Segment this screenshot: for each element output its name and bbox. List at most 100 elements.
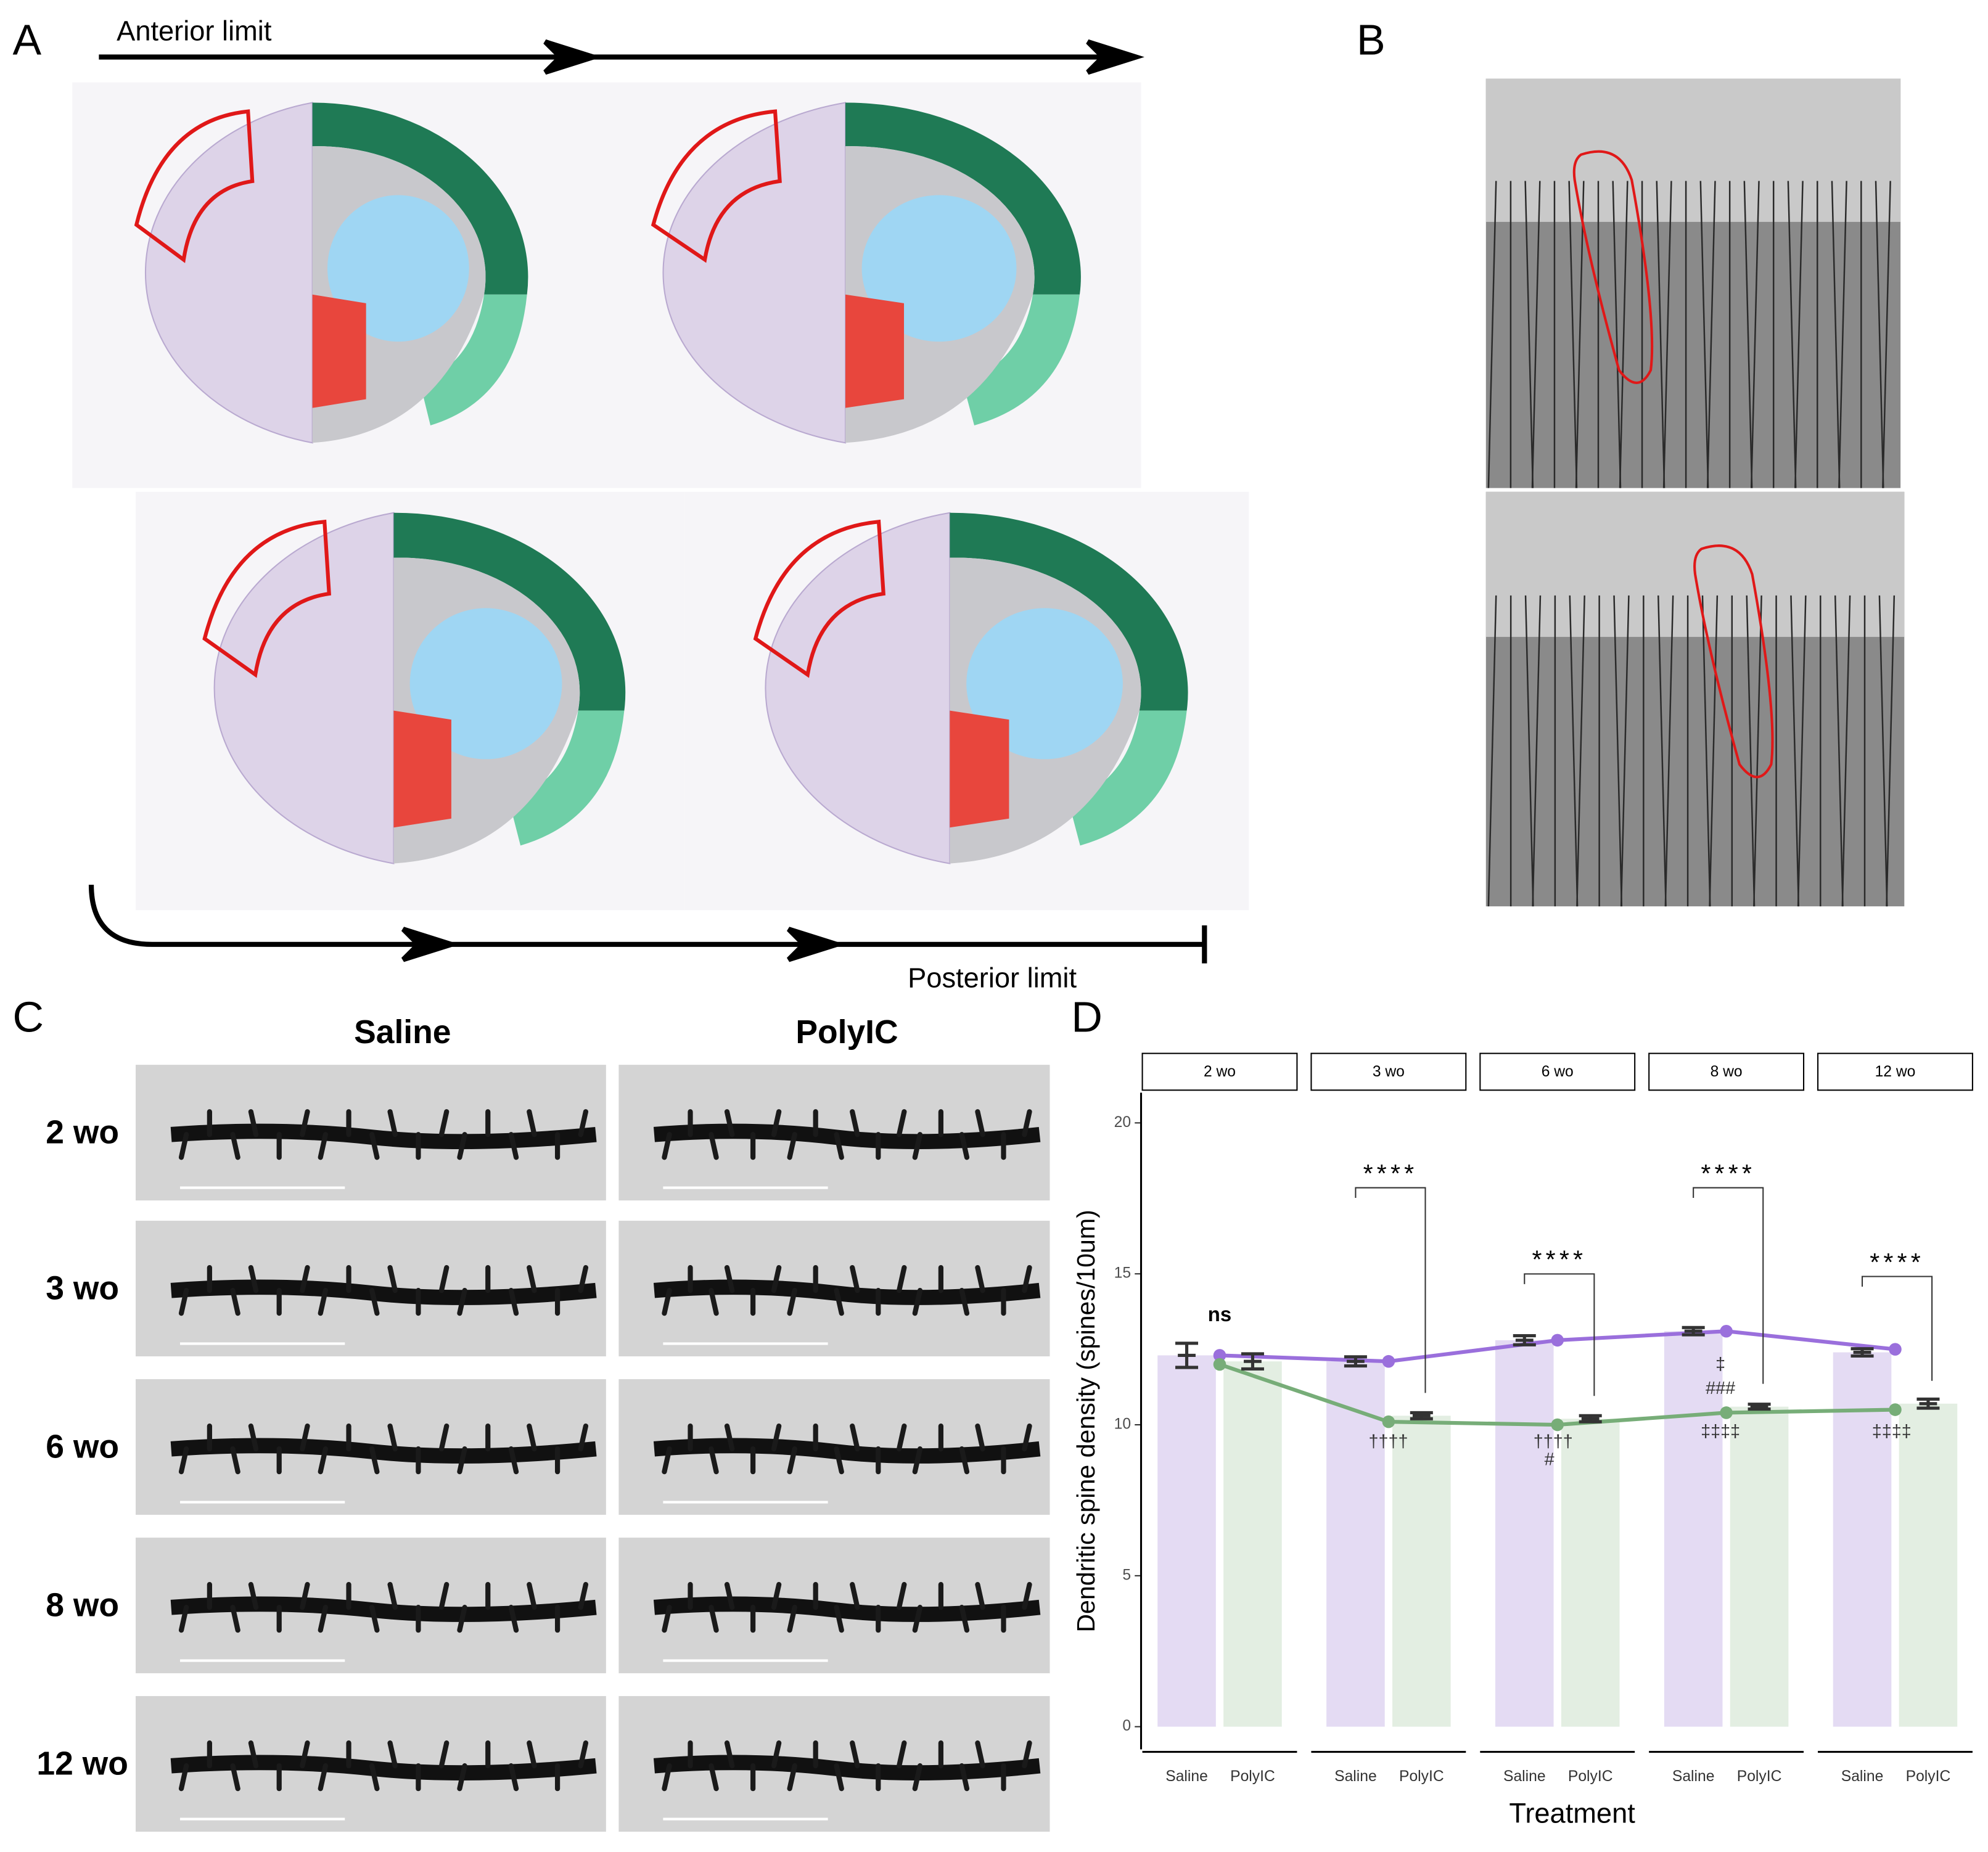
dendrite [1487, 181, 1497, 488]
significance-label: ns [1208, 1303, 1231, 1325]
spine [369, 1446, 380, 1475]
bar [1561, 1419, 1620, 1727]
bar [1495, 1340, 1554, 1727]
spine [850, 1109, 860, 1137]
dendrite [1657, 595, 1667, 907]
dendrite [1797, 595, 1807, 907]
y-tick-label: 10 [1114, 1416, 1131, 1433]
spine [834, 1763, 844, 1792]
spine [369, 1132, 380, 1160]
spine [438, 1265, 450, 1293]
error-bar [1579, 1414, 1602, 1424]
brain-section [136, 491, 685, 911]
spine [1022, 1582, 1032, 1610]
spine [834, 1446, 844, 1475]
dendrite [1709, 595, 1719, 907]
significance-bracket [1524, 1273, 1595, 1396]
spine [897, 1109, 907, 1137]
spine [578, 1265, 589, 1293]
significance-label: **** [1363, 1159, 1418, 1187]
dendrite [1699, 181, 1709, 488]
facet-strip [1479, 1052, 1636, 1091]
trend-point [1720, 1406, 1733, 1419]
facet-label: 8 wo [1711, 1063, 1743, 1080]
spine [959, 1132, 970, 1160]
spine [387, 1424, 398, 1452]
nissl-half [145, 102, 313, 444]
spine [787, 1763, 797, 1792]
spine [457, 1446, 467, 1475]
trend-point [1889, 1343, 1902, 1356]
spine [318, 1446, 329, 1475]
dendrite [1753, 595, 1762, 907]
dendrite [1524, 181, 1534, 488]
trend-point [1551, 1418, 1564, 1432]
bar [1326, 1361, 1385, 1727]
trend-point [1382, 1354, 1395, 1368]
dendrite [1706, 181, 1716, 488]
spine [230, 1605, 240, 1633]
dendrite [1532, 595, 1542, 907]
dendrite [1701, 595, 1711, 907]
spine-image [136, 1065, 606, 1201]
brain-section [583, 82, 1141, 488]
spine [318, 1605, 329, 1633]
spine [834, 1288, 844, 1316]
spine [787, 1132, 797, 1160]
significance-bracket [1693, 1187, 1764, 1384]
thalamus-atlas [950, 710, 1009, 828]
spine [724, 1109, 735, 1137]
marker-label: †††† [1368, 1432, 1408, 1451]
trend-point [1382, 1415, 1395, 1428]
spine [787, 1446, 797, 1475]
spine [709, 1288, 719, 1316]
spine-image [136, 1221, 606, 1357]
trend-point [1720, 1324, 1733, 1338]
spine [178, 1605, 189, 1633]
facet-label: 12 wo [1875, 1063, 1916, 1080]
thalamus-atlas [845, 294, 905, 408]
micrograph [1485, 78, 1901, 488]
spine [387, 1740, 398, 1769]
spine [959, 1605, 970, 1633]
spine [300, 1582, 310, 1610]
marker-label: ‡ [1715, 1354, 1725, 1374]
cortex-atlas [845, 102, 1081, 295]
spine [662, 1605, 672, 1633]
spine [230, 1132, 240, 1160]
error-bar [1748, 1403, 1771, 1411]
thalamus-atlas [312, 294, 366, 408]
significance-label: **** [1532, 1245, 1587, 1274]
dendrite [1620, 595, 1630, 907]
anterior-arrow [99, 39, 1144, 75]
facet-label: 6 wo [1542, 1063, 1574, 1080]
column-header: Saline [354, 1014, 451, 1051]
panel-label: A [13, 15, 42, 64]
spine [318, 1763, 329, 1792]
spine [508, 1605, 519, 1633]
spine [178, 1763, 189, 1792]
dendrite [1831, 181, 1841, 488]
spine [709, 1446, 719, 1475]
spine [975, 1424, 985, 1452]
dendrite [1875, 181, 1884, 488]
spine [771, 1740, 782, 1769]
dendrite [1487, 595, 1497, 907]
brain-section [72, 82, 583, 488]
posterior-arrow [88, 885, 1207, 964]
spine [959, 1446, 970, 1475]
spine [1022, 1265, 1032, 1293]
thalamus-atlas [393, 710, 451, 828]
x-tick-label: Saline [1841, 1768, 1884, 1785]
spine [709, 1605, 719, 1633]
dendrite [1834, 595, 1844, 907]
marker-label: ‡‡‡‡ [1872, 1422, 1912, 1441]
cortex-atlas [950, 512, 1188, 711]
spine [178, 1288, 189, 1316]
spine [912, 1288, 923, 1316]
dendrite-shaft [653, 1596, 1041, 1622]
spine [508, 1446, 519, 1475]
dendrite [1878, 595, 1888, 907]
error-bar [1175, 1342, 1199, 1369]
